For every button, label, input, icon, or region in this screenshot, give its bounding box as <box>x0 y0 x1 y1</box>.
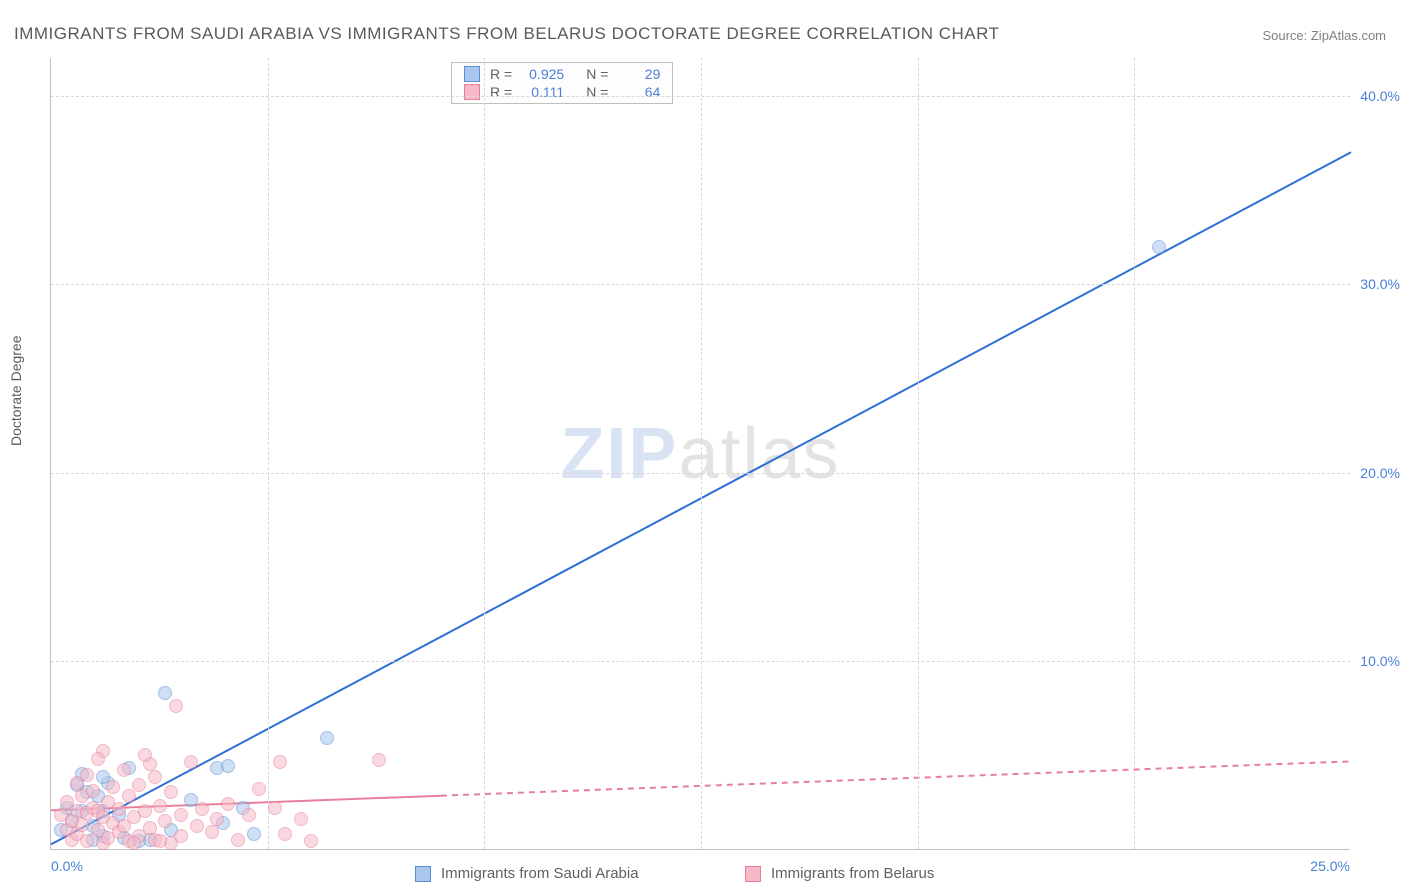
gridline-v <box>484 58 485 849</box>
data-point <box>70 776 84 790</box>
data-point <box>174 808 188 822</box>
data-point <box>320 731 334 745</box>
legend-label: Immigrants from Saudi Arabia <box>441 865 639 882</box>
bottom-legend-item: Immigrants from Belarus <box>745 865 934 882</box>
y-tick-label: 10.0% <box>1352 653 1400 669</box>
data-point <box>252 782 266 796</box>
gridline-v <box>701 58 702 849</box>
data-point <box>294 812 308 826</box>
data-point <box>132 778 146 792</box>
data-point <box>169 699 183 713</box>
legend-swatch <box>415 866 431 882</box>
data-point <box>195 802 209 816</box>
data-point <box>210 812 224 826</box>
legend-label: Immigrants from Belarus <box>771 865 934 882</box>
y-tick-label: 40.0% <box>1352 88 1400 104</box>
data-point <box>153 834 167 848</box>
y-tick-label: 30.0% <box>1352 276 1400 292</box>
x-tick-label: 0.0% <box>51 858 83 874</box>
data-point <box>231 833 245 847</box>
gridline-v <box>918 58 919 849</box>
data-point <box>127 836 141 850</box>
data-point <box>372 753 386 767</box>
data-point <box>158 686 172 700</box>
data-point <box>273 755 287 769</box>
data-point <box>242 808 256 822</box>
data-point <box>268 801 282 815</box>
data-point <box>247 827 261 841</box>
data-point <box>122 789 136 803</box>
data-point <box>106 780 120 794</box>
gridline-v <box>1134 58 1135 849</box>
data-point <box>221 797 235 811</box>
data-point <box>205 825 219 839</box>
gridline-v <box>268 58 269 849</box>
bottom-legend-item: Immigrants from Saudi Arabia <box>415 865 639 882</box>
x-tick-label: 25.0% <box>1310 858 1350 874</box>
data-point <box>112 802 126 816</box>
data-point <box>304 834 318 848</box>
y-tick-label: 20.0% <box>1352 465 1400 481</box>
data-point <box>148 770 162 784</box>
data-point <box>184 755 198 769</box>
data-point <box>138 804 152 818</box>
data-point <box>117 763 131 777</box>
data-point <box>91 752 105 766</box>
data-point <box>221 759 235 773</box>
data-point <box>278 827 292 841</box>
plot-area: ZIPatlas R = 0.925 N = 29 R = 0.111 N = … <box>50 58 1350 850</box>
data-point <box>174 829 188 843</box>
legend-swatch <box>745 866 761 882</box>
data-point <box>158 814 172 828</box>
y-axis-label: Doctorate Degree <box>8 335 24 446</box>
source-label: Source: ZipAtlas.com <box>1262 28 1386 43</box>
regression-line-dashed <box>441 761 1351 795</box>
chart-title: IMMIGRANTS FROM SAUDI ARABIA VS IMMIGRAN… <box>14 24 999 44</box>
data-point <box>164 785 178 799</box>
data-point <box>1152 240 1166 254</box>
data-point <box>86 784 100 798</box>
data-point <box>190 819 204 833</box>
chart-container: IMMIGRANTS FROM SAUDI ARABIA VS IMMIGRAN… <box>0 0 1406 892</box>
data-point <box>153 799 167 813</box>
data-point <box>80 834 94 848</box>
data-point <box>138 748 152 762</box>
